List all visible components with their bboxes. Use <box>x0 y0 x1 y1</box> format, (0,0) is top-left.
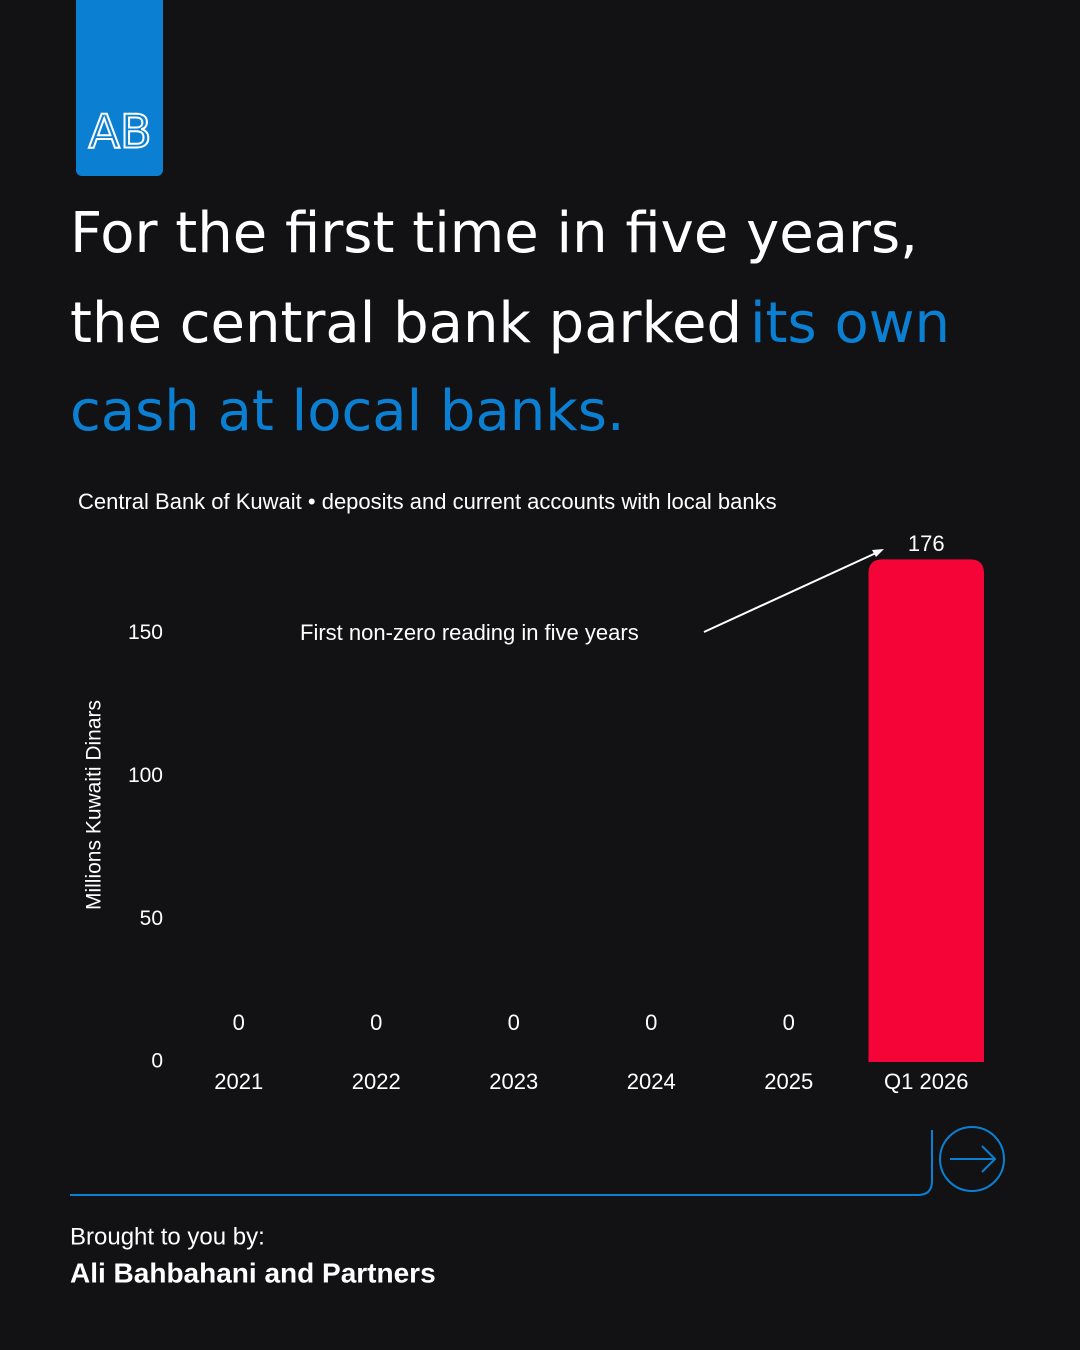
value-label: 0 <box>233 1010 245 1035</box>
value-label: 0 <box>783 1010 795 1035</box>
bar <box>868 559 984 1062</box>
x-tick-label: 2025 <box>764 1069 813 1094</box>
logo: AB <box>88 105 151 159</box>
x-tick-label: 2023 <box>489 1069 538 1094</box>
footer-intro: Brought to you by: <box>70 1223 265 1250</box>
value-label: 0 <box>370 1010 382 1035</box>
logo-box <box>76 0 163 176</box>
subtitle: Central Bank of Kuwait • deposits and cu… <box>78 489 777 514</box>
y-tick-label: 150 <box>128 621 163 644</box>
x-tick-label: 2022 <box>352 1069 401 1094</box>
y-axis-label: Millions Kuwaiti Dinars <box>83 700 106 910</box>
y-tick-label: 0 <box>151 1050 163 1073</box>
annotation-arrow <box>703 552 877 633</box>
title-line: For the first time in five years, <box>70 201 918 266</box>
arrow-head <box>872 549 884 557</box>
value-label: 0 <box>645 1010 657 1035</box>
next-button[interactable] <box>939 1126 1005 1192</box>
y-tick-label: 100 <box>128 764 163 787</box>
footer-name: Ali Bahbahani and Partners <box>70 1257 436 1288</box>
annotation: First non-zero reading in five years <box>300 620 639 645</box>
title-highlight: cash at local banks. <box>70 379 625 444</box>
x-tick-label: Q1 2026 <box>884 1069 968 1094</box>
title-line: the central bank parked <box>70 291 742 356</box>
next-arrow <box>950 1145 997 1173</box>
x-tick-label: 2021 <box>214 1069 263 1094</box>
title-highlight: its own <box>750 291 950 356</box>
x-tick-label: 2024 <box>627 1069 676 1094</box>
y-tick-label: 50 <box>140 907 163 930</box>
value-label: 176 <box>908 531 945 556</box>
footer-line <box>70 1130 933 1196</box>
value-label: 0 <box>508 1010 520 1035</box>
